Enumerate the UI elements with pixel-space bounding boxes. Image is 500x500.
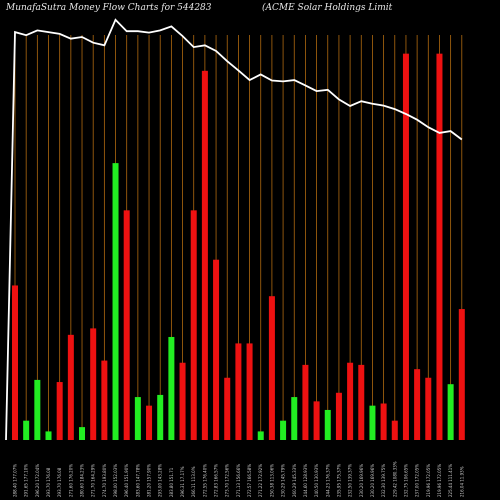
x-tick-label: 250.38 113.06% xyxy=(269,464,274,497)
x-tick-label: 237.00 172.05% xyxy=(415,464,420,497)
x-tick-label: 293.70 176.08 xyxy=(46,467,51,497)
money-flow-bar xyxy=(67,334,74,440)
money-flow-bar xyxy=(369,405,376,440)
x-tick-label: 283.80 151.71 xyxy=(169,467,174,497)
money-flow-bar xyxy=(235,343,242,440)
x-tick-label: 230.20 169.96% xyxy=(359,464,364,497)
money-flow-bar xyxy=(246,343,253,440)
x-tick-label: 283.60 147.78% xyxy=(135,464,140,497)
chart-title: MunafaSutra Money Flow Charts for 544283 xyxy=(6,3,212,13)
x-tick-label: 271.22 172.92% xyxy=(258,464,263,497)
x-tick-label: 274.70 193.80% xyxy=(102,464,107,497)
price-line xyxy=(5,18,463,441)
x-tick-label: 225.44 111.41% xyxy=(448,464,453,497)
x-tick-label: 293.70 176.08 xyxy=(57,467,62,497)
money-flow-bar xyxy=(257,431,264,440)
money-flow-bar xyxy=(280,420,287,440)
x-tick-label: 219.96 172.05% xyxy=(426,464,431,497)
money-flow-bar xyxy=(213,259,220,440)
x-tick-label: 271.60 176.20% xyxy=(68,464,73,497)
x-tick-label: 244.60 128.93% xyxy=(303,464,308,497)
x-tick-label: 244.23 176.37% xyxy=(325,464,330,497)
x-tick-label: 288.40 177.07% xyxy=(13,464,18,497)
money-flow-bar xyxy=(101,360,108,440)
money-flow-bar xyxy=(291,397,298,440)
x-tick-label: 229.42 1080.33% xyxy=(392,461,397,497)
money-flow-bar xyxy=(112,163,119,440)
x-tick-label: 271.70 164.29% xyxy=(91,464,96,497)
money-flow-bar xyxy=(402,53,409,440)
x-tick-label: 272.57 166.58% xyxy=(247,464,252,497)
x-tick-label: 271.13 156.66% xyxy=(236,464,241,497)
money-flow-bar xyxy=(134,397,141,440)
money-flow-bar xyxy=(313,401,320,440)
x-tick-label: 219.96 172.05% xyxy=(437,464,442,497)
money-flow-bar xyxy=(414,369,421,440)
x-tick-label: 232.75 106.65% xyxy=(403,464,408,497)
money-flow-bar xyxy=(391,420,398,440)
money-flow-bar xyxy=(358,364,365,440)
money-flow-bar xyxy=(347,362,354,440)
money-flow-bar xyxy=(268,296,275,440)
x-tick-label: 260.29 145.33% xyxy=(292,464,297,497)
money-flow-bar xyxy=(90,328,97,440)
x-tick-label: 272.55 176.40% xyxy=(202,464,207,497)
x-tick-label: 272.83 166.57% xyxy=(214,464,219,497)
x-tick-label: 266.11 113.0% xyxy=(191,466,196,497)
x-tick-label: 230.29 145.79% xyxy=(281,464,286,497)
money-flow-bar xyxy=(157,394,164,440)
money-flow-bar xyxy=(34,379,41,440)
x-tick-label: 291.65 177.10% xyxy=(24,464,29,497)
money-flow-bar xyxy=(302,364,309,440)
money-flow-bar xyxy=(447,384,454,440)
x-tick-label: 296.20 172.04% xyxy=(35,464,40,497)
money-flow-bar xyxy=(123,210,130,440)
x-tick-label: 280.60 184.23% xyxy=(80,464,85,497)
x-tick-label: 240.50 130.93% xyxy=(314,464,319,497)
x-tick-label: 273.70 172.56% xyxy=(225,464,230,497)
x-tick-label: 293.00 143.28% xyxy=(158,464,163,497)
money-flow-bar xyxy=(380,403,387,440)
money-flow-bar xyxy=(168,336,175,440)
money-flow-bar xyxy=(45,431,52,440)
money-flow-bar xyxy=(201,70,208,440)
money-flow-bar xyxy=(79,427,86,440)
money-flow-bar xyxy=(190,210,197,440)
money-flow-bar xyxy=(224,377,231,440)
money-flow-bar xyxy=(458,309,465,440)
money-flow-bar xyxy=(179,362,186,440)
money-flow-bar xyxy=(425,377,432,440)
x-tick-label: 216.04 11.93% xyxy=(459,466,464,497)
money-flow-bar xyxy=(335,392,342,440)
money-flow-bar xyxy=(146,405,153,440)
x-tick-label: 235.95 175.37% xyxy=(336,464,341,497)
money-flow-bar xyxy=(324,409,331,440)
x-tick-label: 232.50 139.37% xyxy=(348,464,353,497)
money-flow-bar xyxy=(23,420,30,440)
money-flow-bar xyxy=(56,382,63,440)
x-tick-label: 281.20 157.90% xyxy=(147,464,152,497)
x-tick-label: 298.00 152.03% xyxy=(113,464,118,497)
x-tick-label: 296.31 17.17% xyxy=(180,466,185,497)
money-flow-bar xyxy=(12,285,18,440)
x-tick-label: 296.40 151.90% xyxy=(124,464,129,497)
x-tick-label: 232.30 139.75% xyxy=(381,464,386,497)
money-flow-bar xyxy=(436,53,443,440)
x-tick-label: 230.20 169.96% xyxy=(370,464,375,497)
company-name: (ACME Solar Holdings Limit xyxy=(262,3,393,13)
